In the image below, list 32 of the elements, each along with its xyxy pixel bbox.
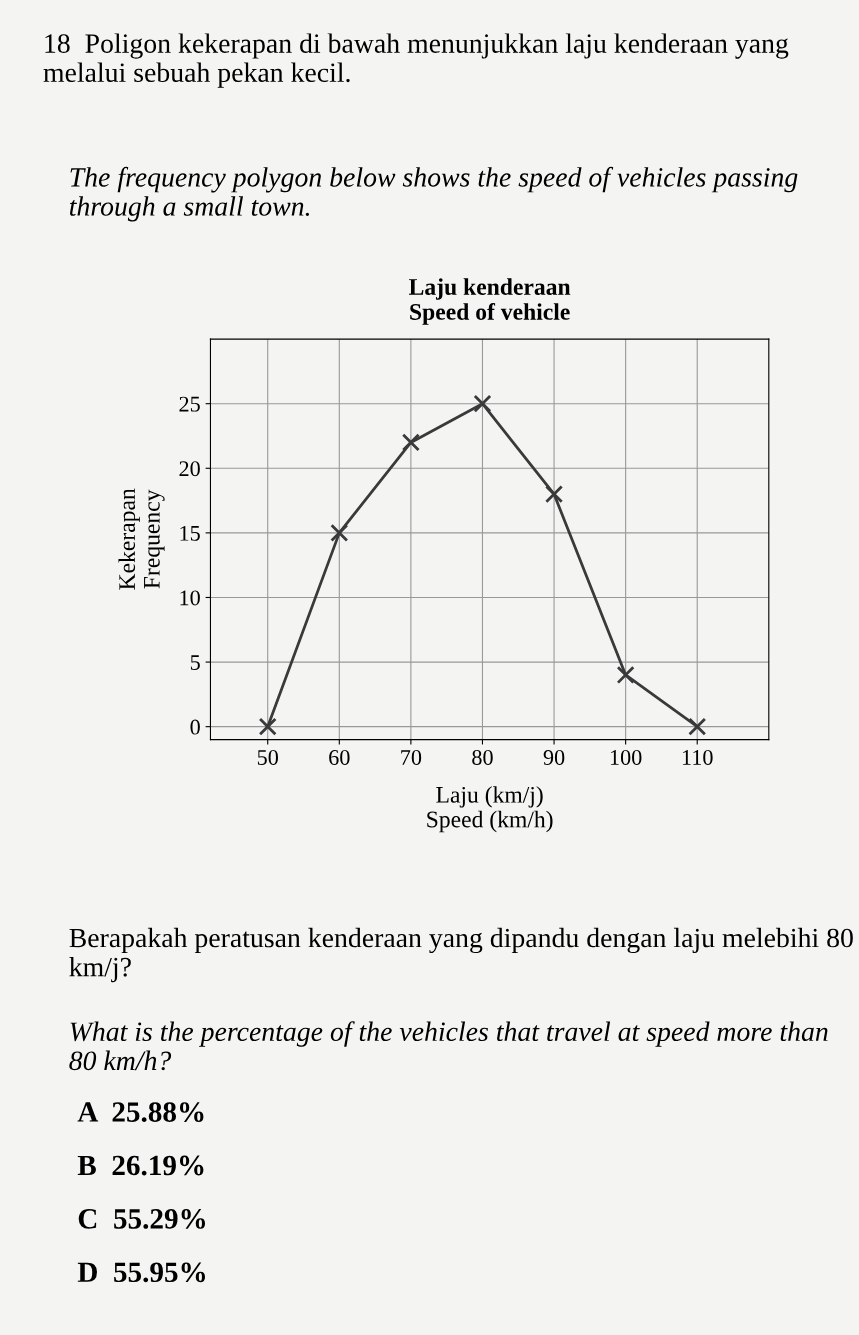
y-tick-label: 0 <box>190 719 200 735</box>
y-axis-title: Kekerapan Frequency <box>118 488 165 590</box>
x-tick-label: 100 <box>610 749 642 765</box>
x-tick-label: 80 <box>472 749 493 765</box>
x-tick-label: 60 <box>329 749 350 765</box>
point <box>545 485 564 504</box>
point <box>258 717 277 736</box>
x-tick-label: 50 <box>257 749 278 765</box>
point <box>330 523 349 542</box>
text: 18 Poligon kekerapan di bawah menunjukkan laju kenderaan yang melalui sebuah pekan kecil. <box>43 33 789 88</box>
text: The frequency polygon below shows the speed of vehicles passing through a small town. <box>69 166 798 222</box>
y-tick-label: 25 <box>179 396 200 412</box>
point <box>473 394 492 413</box>
text: What is the percentage of the vehicles that travel at speed more than 80 km/h? <box>69 1021 828 1071</box>
y-tick-label: 15 <box>180 525 200 541</box>
point <box>616 665 635 685</box>
point <box>688 717 707 736</box>
x-tick-label: 90 <box>543 749 565 765</box>
y-tick-label: 5 <box>190 655 200 670</box>
point <box>401 433 420 452</box>
text: A 25.88% <box>77 1102 204 1123</box>
text: Berapakah peratusan kenderaan yang dipandu dengan laju melebihi 80 km/j? <box>69 927 853 983</box>
chart-subtitle: Speed of vehicle <box>410 303 570 325</box>
x-tick-label: 70 <box>401 749 422 765</box>
text: C 55.29% <box>78 1209 206 1229</box>
y-tick-label: 20 <box>179 461 200 477</box>
chart-title: Laju kenderaan <box>409 278 571 300</box>
text: D 55.95% <box>77 1262 206 1283</box>
text: B 26.19% <box>77 1155 204 1176</box>
y-tick-label: 10 <box>180 590 200 606</box>
x-tick-label: 110 <box>682 749 713 765</box>
x-axis-title: Laju (km/j) Speed (km/h) <box>427 786 553 833</box>
